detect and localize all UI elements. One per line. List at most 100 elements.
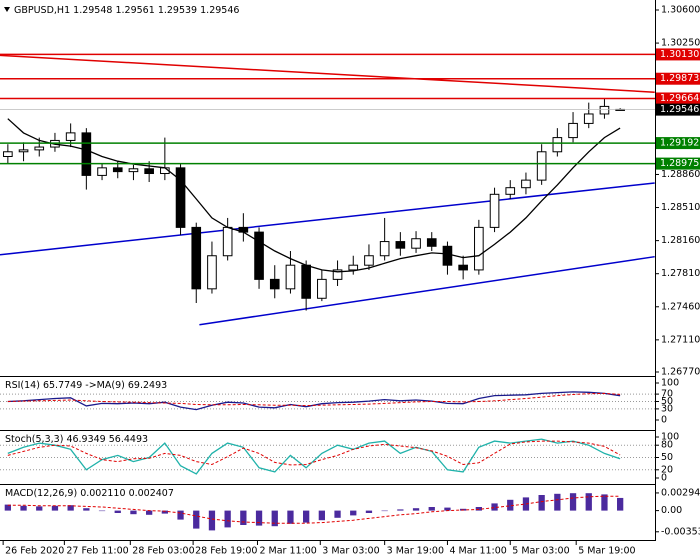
x-tick-label: 4 Mar 11:00 (449, 546, 506, 557)
low-readout: 1.29539 (158, 5, 197, 16)
high-readout: 1.29561 (115, 5, 154, 16)
y-tick-label: 1.28860 (661, 169, 700, 180)
rsi-header: RSI(14) 65.7749 ->MA(9) 69.2493 (5, 380, 167, 391)
y-tick-label: 50 (661, 452, 673, 463)
candle-body (426, 238, 437, 247)
histogram-bar (208, 510, 216, 531)
candle-body (34, 146, 45, 151)
candle-body (411, 238, 421, 249)
histogram-bar (20, 505, 27, 511)
candle-body (379, 241, 390, 257)
last-price-box (656, 103, 700, 116)
level-price-label: 1.29664 (660, 93, 699, 104)
histogram-bar (491, 503, 498, 511)
y-tick-label: 1.28510 (661, 202, 700, 213)
candle-body (536, 151, 547, 181)
y-tick-label: 0 (661, 473, 667, 484)
histogram-bar (397, 509, 404, 511)
histogram-bar (130, 510, 137, 515)
x-tick-label: 5 Mar 19:00 (578, 546, 635, 557)
histogram-bar (475, 507, 482, 511)
histogram-bar (224, 510, 231, 528)
x-tick-label: 3 Mar 03:00 (322, 546, 379, 557)
candle-body (112, 167, 123, 173)
level-price-box (656, 72, 700, 85)
histogram-bar (428, 507, 435, 511)
candle-body (191, 226, 202, 290)
x-tick-label: 28 Feb 19:00 (195, 546, 257, 557)
level-price-box (656, 157, 700, 170)
level-price-label: 1.28975 (660, 158, 699, 169)
histogram-bar (365, 510, 373, 513)
candle-body (144, 168, 154, 175)
x-tick-label: 26 Feb 2020 (5, 546, 64, 557)
histogram-bar (98, 510, 106, 512)
histogram-bar (303, 510, 310, 523)
level-price-label: 1.29873 (660, 73, 699, 84)
candle-body (97, 167, 107, 176)
x-tick-label: 3 Mar 19:00 (387, 546, 444, 557)
candle-body (568, 122, 578, 139)
candle-body (81, 132, 92, 176)
candle-body (3, 151, 13, 158)
histogram-bar (161, 510, 168, 514)
histogram-bar (334, 510, 341, 518)
indicator-line (7, 392, 621, 407)
candle-body (442, 245, 453, 266)
candle-body (489, 193, 500, 228)
y-tick-label: 20 (661, 464, 673, 475)
trendline (0, 182, 655, 256)
symbol: GBPUSD,H1 (14, 5, 70, 16)
histogram-bar (271, 510, 278, 527)
level-price-box (656, 137, 700, 150)
x-tick-label: 5 Mar 03:00 (512, 546, 569, 557)
y-tick-label: 0.00 (661, 505, 682, 516)
histogram-bar (255, 510, 263, 526)
candle-body (207, 255, 217, 290)
y-tick-label: 50 (661, 396, 673, 407)
readout: 0.002407 (129, 488, 174, 499)
x-tick-label: 28 Feb 03:00 (132, 546, 194, 557)
candle-body (222, 226, 233, 257)
y-tick-label: 100 (661, 432, 679, 443)
plot-area (0, 54, 655, 326)
close-readout: 1.29546 (200, 5, 239, 16)
readout: 0.002110 (80, 488, 125, 499)
chart-header: GBPUSD,H1 1.29548 1.29561 1.29539 1.2954… (14, 5, 239, 16)
candle-body (521, 179, 531, 189)
y-tick-label: 0.002944 (661, 487, 700, 498)
candle-body (395, 241, 406, 249)
histogram-bar (51, 505, 59, 511)
candle-body (552, 137, 563, 153)
histogram-bar (193, 510, 200, 529)
last-price-label: 1.29546 (660, 104, 699, 115)
level-price-box (656, 48, 700, 61)
readout: 65.7749 (43, 380, 82, 391)
candle-body (254, 231, 264, 280)
histogram-bar (569, 493, 577, 511)
y-tick-label: 1.30250 (661, 38, 700, 49)
panel-title: RSI(14) (5, 380, 40, 391)
y-tick-label: 30 (661, 403, 673, 414)
histogram-bar (444, 507, 451, 511)
level-price-label: 1.29192 (660, 138, 699, 149)
candle-body (269, 278, 280, 290)
histogram-bar (585, 493, 592, 511)
candle-body (583, 113, 594, 124)
trendline (0, 54, 655, 93)
candle-body (474, 226, 484, 271)
y-tick-label: 1.28160 (661, 235, 700, 246)
macd-header: MACD(12,26,9) 0.002110 0.002407 (5, 488, 174, 499)
histogram-bar (507, 499, 514, 511)
y-tick-label: 1.26770 (661, 367, 700, 378)
candle-body (505, 187, 516, 195)
candle-body (128, 168, 139, 173)
candle-body (332, 269, 343, 280)
histogram-bar (318, 510, 325, 521)
histogram-bar (83, 508, 90, 511)
histogram-bar (287, 510, 294, 524)
histogram-bar (240, 510, 247, 525)
candle-body (364, 255, 374, 266)
